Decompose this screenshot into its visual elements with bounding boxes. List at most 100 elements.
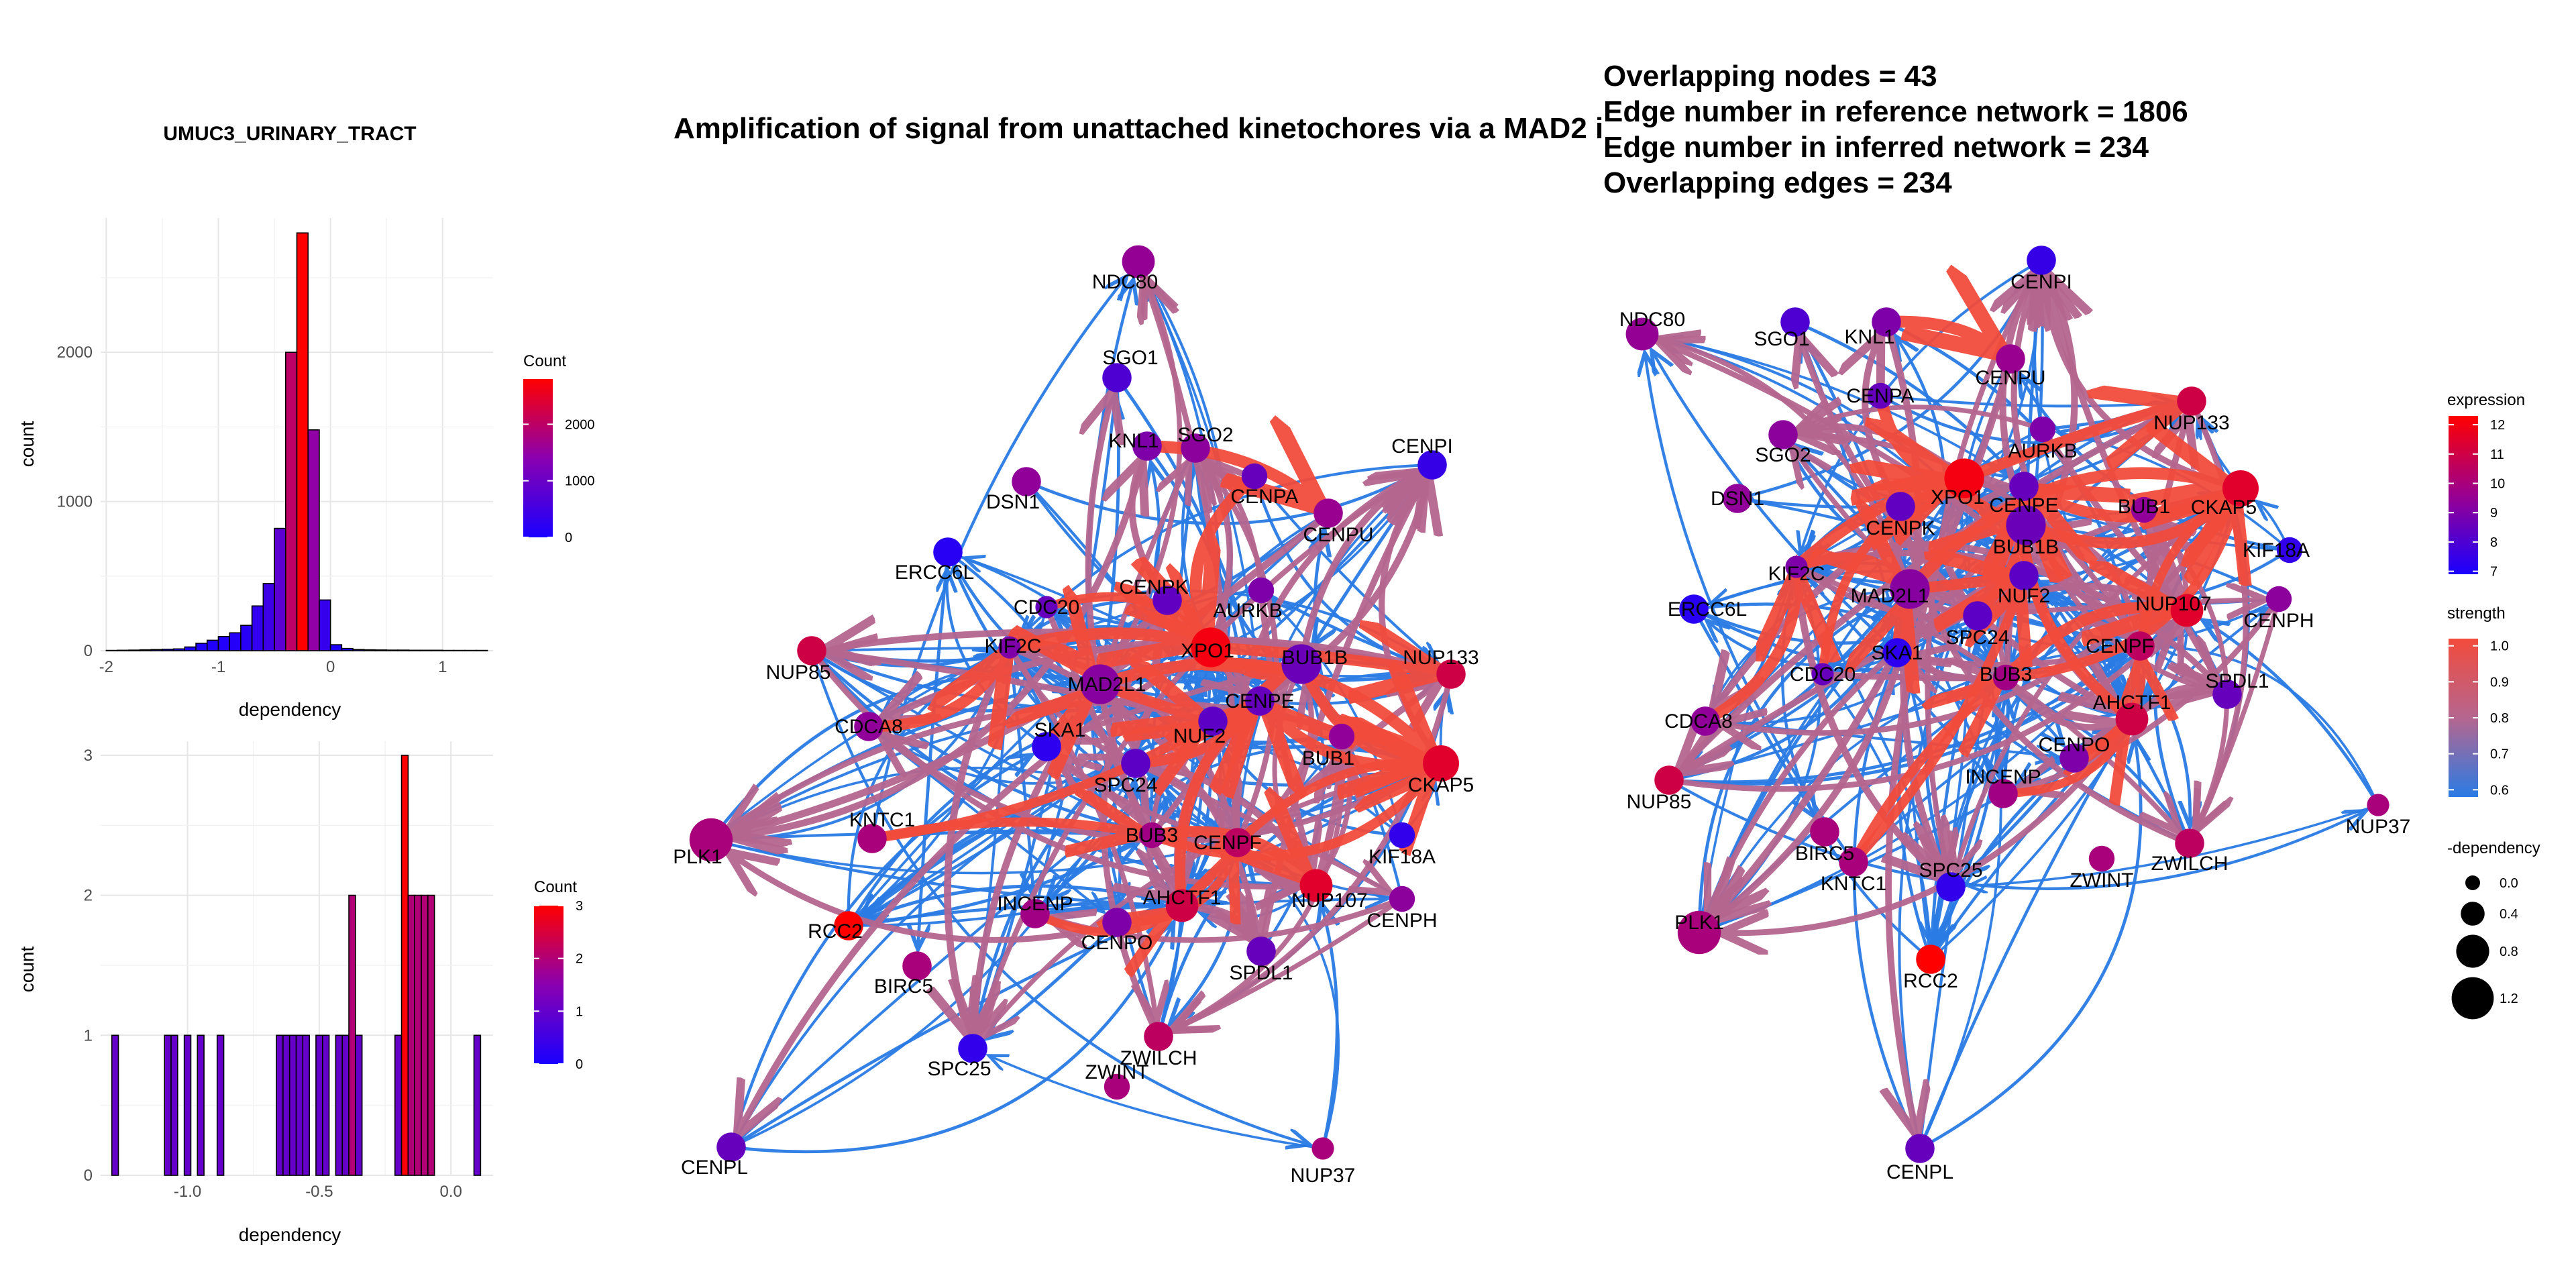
edge-incenp-ahctf1 <box>1998 738 2121 794</box>
edge-cenpa-xpo1 <box>1880 390 1939 474</box>
middle-label-ndc80: NDC80 <box>1092 271 1158 293</box>
middle-node-cdc20 <box>1035 596 1058 619</box>
legend-tick-label: 1000 <box>565 474 595 489</box>
middle-label-mad2l1: MAD2L1 <box>1068 674 1146 696</box>
y-tick-label: 1000 <box>57 493 93 511</box>
middle-node-kif2c <box>998 636 1021 659</box>
edge-cdca8-kif2c <box>863 661 1001 727</box>
histogram-bar <box>329 644 343 651</box>
right-label-spc24: SPC24 <box>1945 627 2009 649</box>
legend-tick-label: 2000 <box>565 417 595 432</box>
histogram-bar <box>150 649 163 651</box>
histogram-top-legend-title: Count <box>523 352 566 370</box>
expression-legend-ticks: 7 8 9 10 11 12 <box>2449 418 2505 580</box>
middle-node-rcc2 <box>834 911 863 941</box>
y-tick-label: 2000 <box>57 343 93 362</box>
middle-node-ska1 <box>1032 732 1061 761</box>
middle-node-incenp <box>1020 899 1050 928</box>
histogram-bar <box>206 639 219 651</box>
middle-label-cenpa: CENPA <box>1230 486 1298 508</box>
dependency-size-legend: -dependency 0.0 0.4 0.8 1.2 <box>2447 839 2540 1020</box>
strength-legend-title: strength <box>2447 604 2506 623</box>
middle-label-sgo2: SGO2 <box>1177 424 1233 446</box>
inferred-edges-text: Edge number in inferred network = 234 <box>1603 131 2149 164</box>
histogram-bottom: -1.0 -0.5 0.0 0 1 2 3 dependency count Count … <box>17 741 583 1245</box>
x-tick-label: 0 <box>326 658 335 676</box>
histogram-bar <box>195 643 208 651</box>
histogram-bar <box>216 1034 225 1176</box>
right-label-nup37: NUP37 <box>2346 816 2411 838</box>
legend-tick-label: 7 <box>2490 565 2498 580</box>
right-label-kntc1: KNTC1 <box>1821 873 1886 895</box>
dependency-size-label: 0.4 <box>2500 907 2518 922</box>
histogram-top-title: UMUC3_URINARY_TRACT <box>163 123 416 145</box>
right-label-aurkb: AURKB <box>2008 440 2077 462</box>
right-label-kif18a: KIF18A <box>2243 539 2310 561</box>
histogram-bar <box>288 1034 297 1176</box>
edge-cenpl-ahctf1 <box>729 925 1172 1154</box>
middle-label-cenpo: CENPO <box>1081 932 1153 954</box>
middle-node-ndc80 <box>1122 245 1155 278</box>
x-tick-label: -2 <box>99 658 113 676</box>
legend-tick-label: 0.8 <box>2490 711 2509 726</box>
edge-nup37-spc25 <box>1971 804 2379 885</box>
edge-ahctf1-cenpe <box>1180 714 1245 911</box>
right-node-ercc6l <box>1679 594 1709 624</box>
histogram-bottom-legend-title: Count <box>534 878 577 896</box>
middle-label-nup107: NUP107 <box>1291 890 1367 912</box>
histogram-bar <box>407 894 415 1176</box>
middle-node-knl1 <box>1132 431 1162 461</box>
histogram-bar <box>341 1034 350 1176</box>
histogram-bar <box>302 1034 310 1176</box>
right-node-ahctf1 <box>2115 702 2149 736</box>
network-middle-edges <box>709 260 1451 1154</box>
histogram-bar <box>284 352 298 651</box>
right-node-cenph <box>2265 586 2292 612</box>
legend-tick-label: 0.9 <box>2490 675 2509 690</box>
histogram-bar <box>421 894 429 1176</box>
edge-kntc1-bub3 <box>867 822 1134 839</box>
overlapping-nodes-text: Overlapping nodes = 43 <box>1603 60 1937 93</box>
right-node-nup107 <box>2170 594 2204 627</box>
middle-node-cenpo <box>1102 908 1132 937</box>
right-node-nup85 <box>1654 765 1684 795</box>
edge-cenpa-xpo1 <box>1196 470 1260 623</box>
middle-node-cenpk <box>1152 586 1182 615</box>
histogram-bar <box>315 1034 323 1176</box>
right-node-cenpu <box>1996 344 2025 374</box>
right-label-nup85: NUP85 <box>1627 791 1692 813</box>
histogram-bar <box>394 1034 402 1176</box>
overlapping-edges-text: Overlapping edges = 234 <box>1603 166 1952 199</box>
right-node-bub1 <box>2131 496 2157 523</box>
histogram-top-x-ticks: -2 -1 0 1 <box>99 658 447 676</box>
histogram-bottom-bars <box>111 755 482 1176</box>
right-label-cenpl: CENPL <box>1886 1161 1953 1183</box>
histogram-bar <box>217 636 231 651</box>
middle-node-xpo1 <box>1191 627 1231 667</box>
x-tick-label: 0.0 <box>439 1183 462 1201</box>
reference-edges-text: Edge number in reference network = 1806 <box>1603 95 2188 128</box>
legend-tick-label: 0.7 <box>2490 747 2509 762</box>
edge-nup37-spc25 <box>991 1057 1324 1150</box>
edge-nup85-nup37 <box>1667 778 2363 890</box>
middle-node-zwint <box>1104 1073 1130 1100</box>
histogram-top-legend-colorbar <box>523 379 553 537</box>
y-tick-label: 0 <box>84 642 93 660</box>
middle-node-nup85 <box>797 636 826 665</box>
histogram-top-legend-ticks: 0 1000 2000 <box>523 417 595 545</box>
middle-node-kif18a <box>1389 822 1415 849</box>
middle-node-spdl1 <box>1246 936 1276 966</box>
middle-node-cenpi <box>1417 450 1447 480</box>
dependency-legend-items: 0.0 0.4 0.8 1.2 <box>2451 875 2518 1020</box>
histogram-bottom-legend: Count 0 1 2 3 <box>534 878 583 1072</box>
middle-label-ahctf1: AHCTF1 <box>1143 887 1222 909</box>
histogram-top-bars <box>105 232 488 651</box>
histogram-bar <box>419 649 432 651</box>
right-label-ndc80: NDC80 <box>1619 309 1685 331</box>
x-tick-label: -0.5 <box>305 1183 333 1201</box>
dependency-size-dot <box>2451 977 2494 1020</box>
middle-label-cenpu: CENPU <box>1303 524 1373 546</box>
edge-cenph-zwilch <box>1177 896 1405 1028</box>
edge-knl1-cenpu <box>1880 322 1994 347</box>
